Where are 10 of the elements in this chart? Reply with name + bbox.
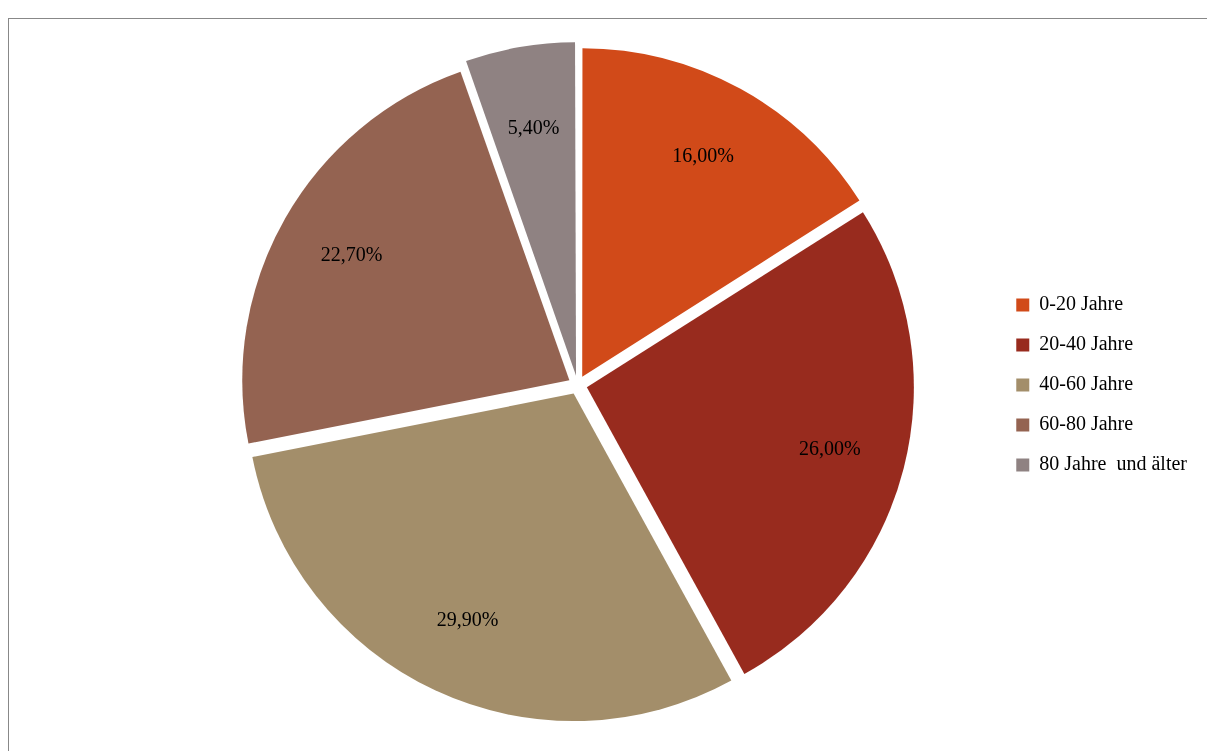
legend-label: 80 Jahre und älter (1039, 452, 1188, 475)
legend-label: 0-20 Jahre (1039, 292, 1124, 315)
data-label: 26,00% (798, 437, 861, 459)
data-label: 29,90% (436, 608, 499, 631)
data-label: 16,00% (672, 144, 734, 167)
legend-label: 40-60 Jahre (1039, 372, 1134, 395)
data-label: 5,40% (507, 115, 560, 138)
legend-label: 60-80 Jahre (1039, 412, 1134, 435)
legend-label: 20-40 Jahre (1039, 332, 1134, 355)
data-label: 22,70% (320, 243, 383, 266)
